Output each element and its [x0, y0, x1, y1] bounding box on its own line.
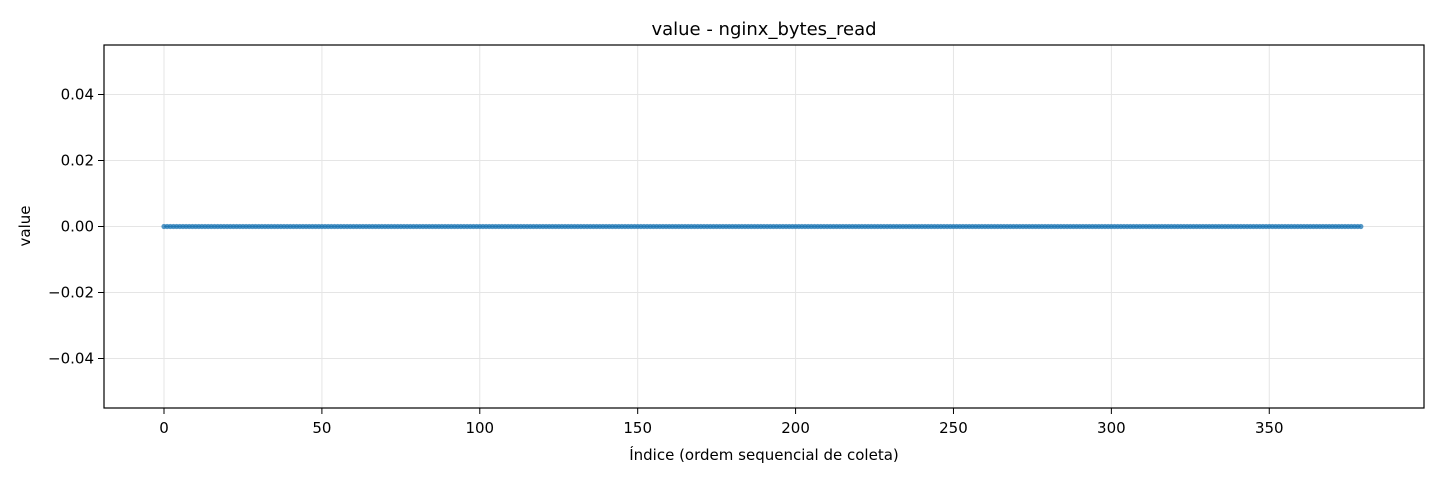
y-axis-label: value: [16, 206, 34, 247]
chart-title: value - nginx_bytes_read: [651, 19, 876, 40]
y-tick-label: −0.02: [48, 284, 94, 302]
data-point: [1358, 223, 1364, 230]
ticks: 0 50 100 150 200 250 300 350 0.04 0.02 0.00 −0.02 −0…: [48, 86, 1284, 438]
series-layer: [161, 223, 1364, 230]
x-tick-label: 350: [1255, 419, 1284, 437]
x-tick-label: 50: [312, 419, 331, 437]
y-tick-label: 0.02: [61, 152, 94, 170]
x-tick-label: 200: [781, 419, 810, 437]
x-tick-label: 0: [159, 419, 169, 437]
y-tick-label: 0.00: [61, 218, 94, 236]
x-tick-label: 150: [623, 419, 652, 437]
x-tick-label: 300: [1097, 419, 1126, 437]
x-axis-label: Índice (ordem sequencial de coleta): [629, 445, 899, 464]
x-tick-label: 100: [465, 419, 494, 437]
y-tick-label: −0.04: [48, 350, 94, 368]
y-tick-label: 0.04: [61, 86, 94, 104]
x-tick-label: 250: [939, 419, 968, 437]
